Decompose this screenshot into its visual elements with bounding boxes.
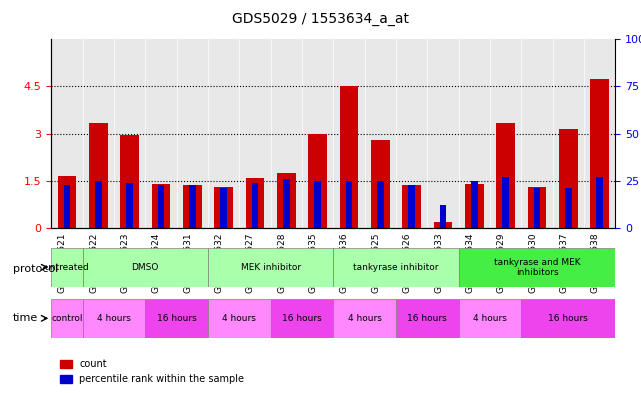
Bar: [590, 79, 609, 228]
Bar: [496, 123, 515, 228]
Bar: [371, 140, 390, 228]
Bar: [308, 134, 327, 228]
FancyBboxPatch shape: [51, 299, 83, 338]
FancyBboxPatch shape: [208, 299, 271, 338]
Text: protocol: protocol: [13, 264, 58, 274]
Bar: [465, 184, 484, 228]
Bar: [528, 187, 546, 228]
FancyBboxPatch shape: [208, 248, 333, 287]
FancyBboxPatch shape: [83, 299, 146, 338]
Bar: [252, 183, 258, 228]
Bar: [246, 178, 264, 228]
Bar: [471, 181, 478, 228]
Bar: [189, 185, 196, 228]
Bar: [277, 173, 296, 228]
Text: DMSO: DMSO: [131, 263, 159, 272]
FancyBboxPatch shape: [459, 248, 615, 287]
Bar: [151, 184, 171, 228]
Bar: [314, 181, 321, 228]
Text: time: time: [13, 313, 38, 323]
Text: 4 hours: 4 hours: [222, 314, 256, 323]
Bar: [158, 185, 164, 228]
FancyBboxPatch shape: [83, 248, 208, 287]
FancyBboxPatch shape: [333, 299, 396, 338]
Text: tankyrase inhibitor: tankyrase inhibitor: [353, 263, 438, 272]
Text: control: control: [51, 314, 83, 323]
Text: 16 hours: 16 hours: [549, 314, 588, 323]
FancyBboxPatch shape: [271, 299, 333, 338]
Bar: [559, 129, 578, 228]
Text: 16 hours: 16 hours: [408, 314, 447, 323]
Bar: [95, 181, 101, 228]
Bar: [121, 135, 139, 228]
FancyBboxPatch shape: [333, 248, 459, 287]
Bar: [433, 222, 453, 228]
Bar: [89, 123, 108, 228]
Bar: [565, 188, 572, 228]
Bar: [534, 188, 540, 228]
Text: 4 hours: 4 hours: [473, 314, 507, 323]
Text: 16 hours: 16 hours: [157, 314, 197, 323]
FancyBboxPatch shape: [396, 299, 459, 338]
Bar: [214, 187, 233, 228]
Bar: [440, 205, 446, 228]
Bar: [221, 188, 227, 228]
Text: 4 hours: 4 hours: [97, 314, 131, 323]
Text: tankyrase and MEK
inhibitors: tankyrase and MEK inhibitors: [494, 257, 580, 277]
Text: untreated: untreated: [45, 263, 89, 272]
Text: MEK inhibitor: MEK inhibitor: [240, 263, 301, 272]
Bar: [408, 185, 415, 228]
FancyBboxPatch shape: [459, 299, 521, 338]
Bar: [345, 181, 353, 228]
Bar: [126, 183, 133, 228]
Bar: [58, 176, 76, 228]
Bar: [63, 185, 71, 228]
Bar: [183, 185, 202, 228]
Text: 16 hours: 16 hours: [282, 314, 322, 323]
Bar: [503, 177, 509, 228]
FancyBboxPatch shape: [146, 299, 208, 338]
Bar: [596, 177, 603, 228]
Bar: [283, 179, 290, 228]
Bar: [377, 181, 383, 228]
Text: GDS5029 / 1553634_a_at: GDS5029 / 1553634_a_at: [232, 12, 409, 26]
Bar: [403, 185, 421, 228]
Text: 4 hours: 4 hours: [347, 314, 381, 323]
FancyBboxPatch shape: [521, 299, 615, 338]
FancyBboxPatch shape: [51, 248, 83, 287]
Bar: [340, 86, 358, 228]
Legend: count, percentile rank within the sample: count, percentile rank within the sample: [56, 356, 248, 388]
